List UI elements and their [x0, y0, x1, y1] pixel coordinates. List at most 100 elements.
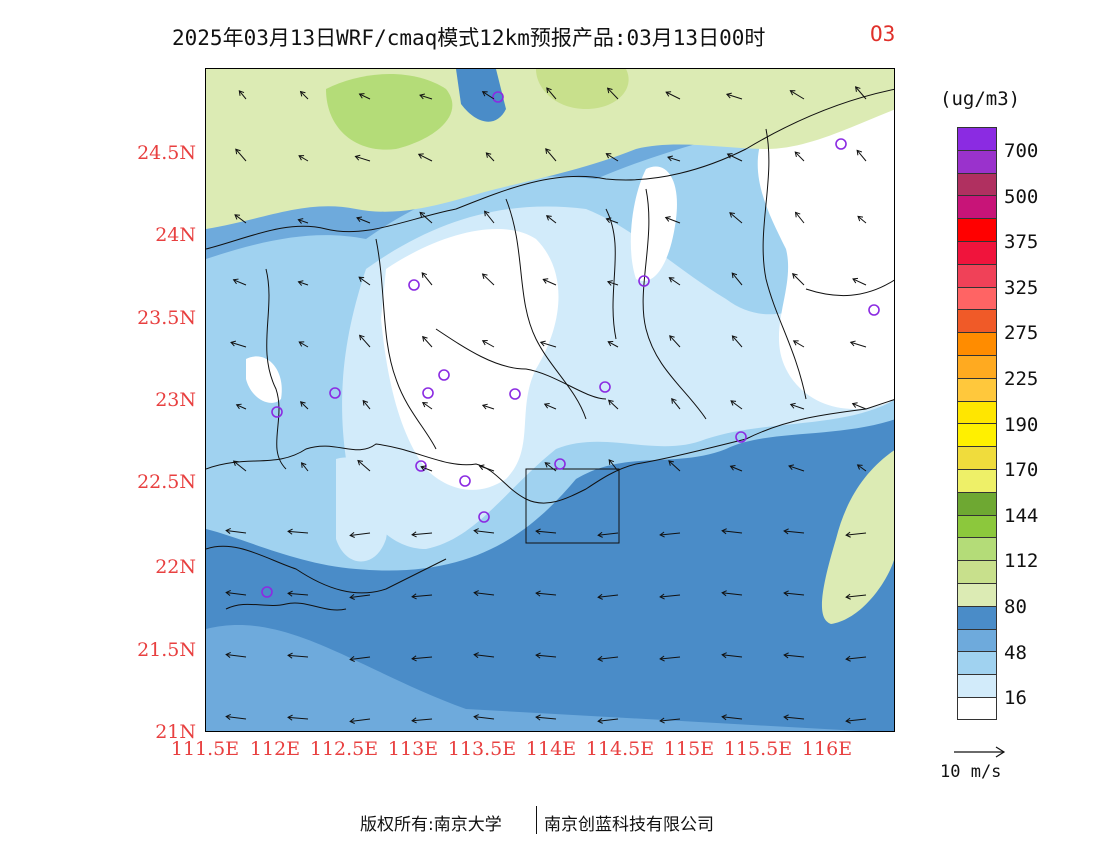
wind-arrow [606, 87, 619, 100]
wind-arrow [298, 341, 309, 348]
wind-arrow [358, 276, 371, 286]
wind-arrow [845, 593, 867, 600]
wind-arrow [789, 90, 805, 100]
wind-arrow [543, 402, 557, 410]
wind-arrow [597, 531, 619, 538]
station-marker [422, 387, 434, 399]
wind-arrow [783, 652, 805, 659]
wind-reference-arrow [954, 746, 1006, 758]
legend-label: 48 [1004, 641, 1027, 664]
wind-arrow [535, 714, 557, 721]
latitude-label: 23.5N [137, 307, 196, 329]
wind-arrow [845, 717, 867, 724]
field-white-core-1 [381, 229, 559, 490]
legend-swatch [957, 377, 997, 401]
wind-arrow [545, 148, 557, 162]
latitude-label: 22N [155, 556, 196, 578]
wind-arrow [794, 211, 805, 224]
copyright-right: 南京创蓝科技有限公司 [544, 815, 714, 835]
field-white-core-2 [757, 105, 894, 409]
legend-swatch [957, 309, 997, 333]
station-marker [261, 586, 273, 598]
wind-arrow [783, 714, 805, 721]
wind-arrow [597, 717, 619, 724]
wind-arrow [235, 403, 247, 410]
wind-arrow [856, 149, 867, 162]
wind-arrow [473, 590, 495, 597]
legend-label: 225 [1004, 368, 1039, 390]
wind-arrow [845, 531, 867, 538]
legend-swatch [957, 628, 997, 652]
wind-arrow [789, 402, 805, 410]
station-marker [478, 511, 490, 523]
wind-arrow [605, 153, 619, 162]
legend-swatch [957, 560, 997, 583]
legend-label: 16 [1004, 687, 1027, 710]
wind-arrow [659, 593, 681, 600]
station-markers [261, 91, 880, 598]
wind-arrow [659, 717, 681, 724]
wind-arrow [788, 464, 805, 472]
wind-vectors [225, 86, 867, 724]
wind-arrow [359, 334, 371, 348]
longitude-label: 114E [525, 738, 577, 760]
wind-arrow [856, 464, 867, 472]
map-canvas [206, 69, 894, 731]
wind-arrow [729, 464, 743, 472]
wind-arrow [287, 590, 309, 597]
wind-arrow [349, 717, 371, 724]
wind-arrow [232, 460, 247, 472]
legend-swatch [957, 286, 997, 310]
wind-arrow [783, 590, 805, 597]
wind-arrow [852, 277, 867, 286]
wind-arrow [608, 459, 619, 472]
wind-arrow [539, 340, 557, 348]
legend-label: 170 [1004, 459, 1039, 482]
station-marker [599, 381, 611, 393]
legend-swatch [957, 651, 997, 675]
wind-arrow [232, 278, 247, 286]
color-legend [957, 127, 997, 720]
wind-arrow [362, 399, 371, 410]
latitude-label: 24N [155, 224, 196, 246]
wind-arrow [478, 464, 495, 472]
wind-arrow [357, 459, 371, 472]
station-marker [492, 91, 504, 103]
legend-swatch [957, 696, 997, 720]
field-16-west [336, 457, 388, 562]
wind-arrow [421, 272, 433, 286]
wind-arrow [659, 531, 681, 538]
wind-arrow [665, 91, 681, 100]
latitude-label: 23N [155, 389, 196, 411]
wind-arrow [481, 340, 495, 348]
wind-arrow [225, 714, 247, 720]
wind-arrow [234, 214, 247, 224]
legend-label: 375 [1004, 231, 1039, 254]
wind-arrow [794, 151, 805, 162]
wind-arrow [298, 155, 309, 162]
legend-label: 80 [1004, 596, 1027, 618]
wind-arrow [300, 462, 309, 472]
wind-arrow [535, 590, 557, 597]
legend-label: 325 [1004, 276, 1039, 299]
wind-arrow [792, 273, 805, 286]
wind-arrow [481, 273, 495, 286]
wind-arrow [473, 528, 495, 535]
wind-arrow [287, 528, 309, 535]
wind-arrow [597, 593, 619, 600]
wind-arrow [235, 148, 247, 162]
wind-arrow [668, 277, 681, 286]
wind-arrow [659, 655, 681, 662]
wind-arrow [299, 90, 309, 100]
legend-swatch [957, 514, 997, 538]
wind-arrow [417, 153, 433, 162]
field-80-notch [456, 69, 506, 122]
wind-arrow [230, 340, 247, 348]
wind-arrow [544, 462, 557, 472]
wind-arrow [349, 531, 371, 538]
latitude-label: 22.5N [137, 471, 196, 493]
wind-arrow [730, 400, 743, 410]
wind-arrow [607, 399, 619, 410]
legend-swatch [957, 354, 997, 378]
wind-arrow [726, 153, 743, 162]
